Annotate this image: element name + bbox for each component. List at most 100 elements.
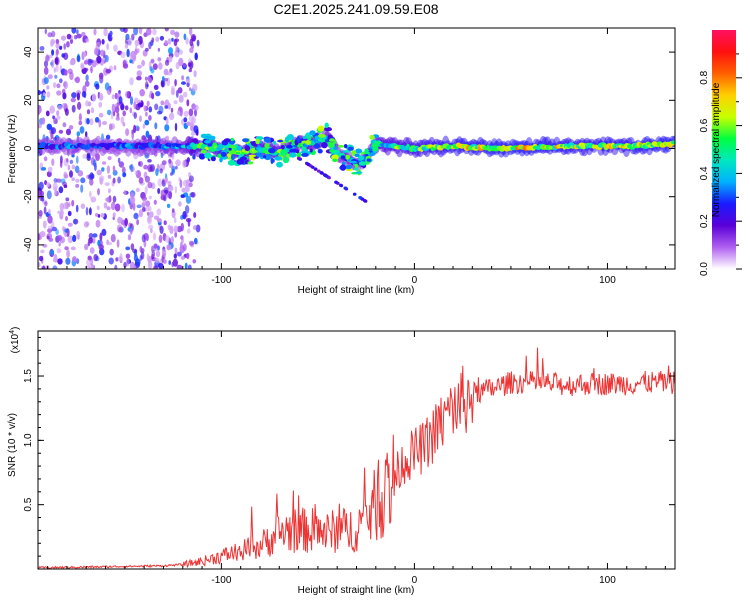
ridge-branch-cell bbox=[255, 152, 263, 158]
noise-speckle bbox=[153, 265, 158, 269]
noise-speckle bbox=[154, 122, 158, 130]
noise-speckle bbox=[181, 187, 186, 193]
noise-speckle bbox=[79, 126, 85, 134]
noise-speckle bbox=[78, 120, 83, 126]
noise-speckle bbox=[186, 252, 190, 260]
noise-speckle bbox=[148, 195, 152, 200]
noise-speckle bbox=[167, 102, 171, 110]
noise-speckle bbox=[47, 209, 51, 215]
snr-y-ticks: 0.5 1.0 1.5 bbox=[23, 336, 675, 557]
tail-cell bbox=[334, 180, 338, 184]
noise-speckle bbox=[166, 244, 172, 251]
noise-speckle bbox=[132, 202, 136, 211]
noise-speckle bbox=[146, 28, 152, 36]
ridge-branch-cell bbox=[236, 145, 242, 151]
noise-speckle bbox=[146, 253, 150, 260]
noise-speckle bbox=[173, 38, 178, 47]
noise-speckle bbox=[133, 28, 139, 36]
noise-speckle bbox=[76, 131, 81, 137]
noise-speckle bbox=[55, 63, 59, 73]
noise-speckle bbox=[129, 59, 133, 64]
ridge-branch-cell bbox=[264, 143, 270, 149]
noise-speckle bbox=[96, 205, 100, 210]
noise-speckle bbox=[167, 38, 172, 45]
ridge-branch-cell bbox=[230, 137, 234, 142]
noise-speckle bbox=[173, 225, 179, 233]
noise-speckle bbox=[144, 175, 151, 183]
ridge-branch-cell bbox=[262, 155, 267, 159]
noise-speckle bbox=[188, 87, 192, 92]
ridge-branch-cell bbox=[359, 155, 365, 161]
ridge-branch-cell bbox=[354, 163, 359, 168]
noise-speckle bbox=[56, 234, 63, 241]
noise-speckle bbox=[58, 186, 64, 194]
noise-speckle bbox=[180, 222, 184, 232]
noise-speckle bbox=[123, 189, 127, 195]
noise-speckle bbox=[179, 49, 183, 55]
noise-speckle bbox=[174, 31, 180, 38]
noise-speckle bbox=[178, 201, 182, 207]
noise-speckle bbox=[71, 104, 76, 113]
noise-speckle bbox=[134, 170, 138, 176]
noise-speckle bbox=[90, 257, 93, 266]
ridge-branch-cell bbox=[219, 157, 223, 163]
noise-speckle bbox=[106, 165, 110, 174]
noise-speckle bbox=[83, 221, 89, 228]
noise-speckle bbox=[38, 123, 42, 129]
noise-speckle bbox=[125, 128, 130, 137]
noise-speckle bbox=[179, 241, 183, 249]
ridge-branch-cell bbox=[204, 152, 212, 159]
spectrogram-y-label: Frequency (Hz) bbox=[7, 115, 18, 184]
tail-cell bbox=[322, 173, 327, 177]
noise-speckle bbox=[192, 155, 196, 160]
noise-speckle bbox=[187, 264, 192, 269]
noise-speckle bbox=[137, 102, 144, 108]
ridge-branch-cell bbox=[280, 149, 288, 156]
noise-speckle bbox=[156, 110, 163, 115]
noise-speckle bbox=[158, 62, 163, 70]
noise-speckle bbox=[163, 259, 167, 264]
ridge-branch-cell bbox=[289, 148, 297, 153]
noise-speckle bbox=[44, 28, 47, 35]
spectrogram-y-tick-label: -20 bbox=[23, 189, 34, 204]
noise-speckle bbox=[154, 103, 159, 111]
noise-speckle bbox=[88, 232, 94, 239]
noise-speckle bbox=[164, 235, 170, 243]
colorbar-tick-label: 0.2 bbox=[699, 214, 710, 228]
noise-speckle bbox=[67, 202, 71, 208]
noise-speckle bbox=[64, 232, 67, 237]
ridge-branch-cell bbox=[340, 155, 346, 160]
noise-speckle bbox=[135, 187, 140, 193]
noise-speckle bbox=[171, 85, 175, 92]
noise-speckle bbox=[41, 117, 46, 125]
noise-speckle bbox=[41, 167, 47, 171]
noise-speckle bbox=[90, 107, 95, 114]
noise-speckle bbox=[157, 57, 162, 62]
noise-speckle bbox=[47, 215, 53, 224]
noise-speckle bbox=[129, 51, 135, 61]
noise-speckle bbox=[147, 181, 153, 189]
noise-speckle bbox=[62, 225, 65, 232]
noise-speckle bbox=[89, 59, 94, 64]
noise-speckle bbox=[165, 135, 170, 142]
noise-speckle bbox=[120, 103, 125, 111]
noise-speckle bbox=[145, 47, 149, 52]
ridge-branch-cell bbox=[247, 161, 254, 165]
noise-speckle bbox=[164, 59, 170, 66]
ridge-branch-cell bbox=[353, 167, 359, 171]
ridge-branch-cell bbox=[213, 145, 217, 149]
tail-cell bbox=[319, 171, 324, 175]
noise-speckle bbox=[55, 178, 62, 183]
noise-speckle bbox=[38, 255, 44, 262]
noise-speckle bbox=[43, 60, 49, 68]
noise-speckle bbox=[191, 132, 195, 136]
noise-speckle bbox=[85, 38, 90, 43]
noise-speckle bbox=[192, 259, 197, 264]
noise-speckle bbox=[118, 161, 125, 168]
noise-speckle bbox=[110, 111, 114, 120]
noise-speckle bbox=[189, 28, 193, 36]
ridge-branch-cell bbox=[231, 154, 235, 161]
noise-speckle bbox=[122, 63, 129, 69]
noise-speckle bbox=[60, 155, 63, 164]
